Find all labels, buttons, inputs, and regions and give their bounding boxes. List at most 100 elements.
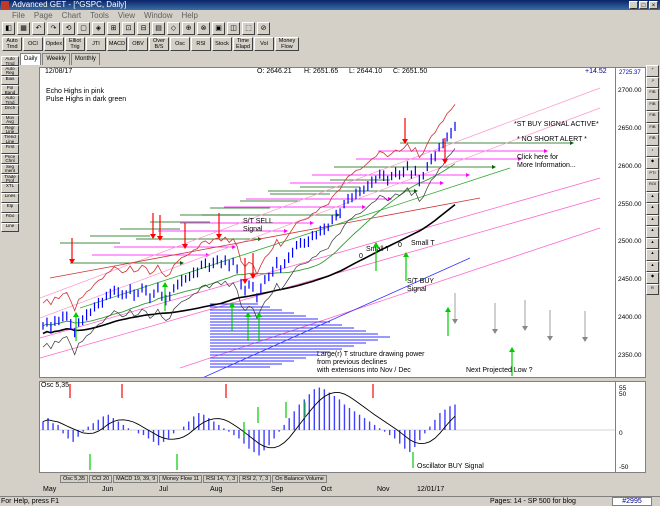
toolbar-icon-button[interactable]: ⊕ xyxy=(182,22,195,35)
small-t-label-2: Small T xyxy=(411,240,435,247)
down-arrow-head xyxy=(182,244,188,249)
right-tool-button[interactable]: ROI xyxy=(646,180,659,192)
left-tool-button[interactable]: First xyxy=(1,144,19,154)
study-button[interactable]: Stock xyxy=(212,37,232,51)
toolbar-icon-button[interactable]: ▦ xyxy=(17,22,30,35)
right-tool-button[interactable]: ▲ xyxy=(646,191,659,203)
right-tool-button[interactable]: FIB xyxy=(646,88,659,100)
toolbar-icon-button[interactable]: ▢ xyxy=(77,22,90,35)
toolbar-icon-button[interactable]: ⊡ xyxy=(122,22,135,35)
study-button[interactable]: OCI xyxy=(23,37,43,51)
indicator-tab[interactable]: MACD 19, 39, 9 xyxy=(113,475,159,483)
toolbar-icon-button[interactable]: ◫ xyxy=(227,22,240,35)
study-button[interactable]: JTI xyxy=(86,37,106,51)
left-tool-button[interactable]: Elp xyxy=(1,202,19,213)
right-tool-button[interactable]: ▲ xyxy=(646,203,659,215)
left-tool-button[interactable]: Auto Trnd xyxy=(1,95,19,105)
study-button[interactable]: Elliot Trig xyxy=(65,37,85,51)
menu-view[interactable]: View xyxy=(117,11,136,20)
menu-help[interactable]: Help xyxy=(181,11,198,20)
toolbar-icon-button[interactable]: ⊞ xyxy=(107,22,120,35)
study-button[interactable]: Opdex xyxy=(44,37,64,51)
tab-daily[interactable]: Daily xyxy=(20,53,42,65)
toolbar-icon-button[interactable]: ◧ xyxy=(2,22,15,35)
price-chart[interactable] xyxy=(39,67,616,378)
left-tool-button[interactable]: Auto Reg xyxy=(1,65,19,76)
right-tool-button[interactable]: ↗ xyxy=(646,76,659,88)
left-tool-button[interactable]: Dnch xyxy=(1,104,19,115)
right-tool-panel: + ↗ FIB FIB FIB FIB FIB • ◆ PTI ROI ▲ ▲ ▲ ▲ ▲ ▲ ▲ ◆ R xyxy=(646,65,660,315)
right-tool-button[interactable]: ◆ xyxy=(646,272,659,284)
left-tool-button[interactable]: Pol Band xyxy=(1,85,19,96)
toolbar-icon-button[interactable]: ▤ xyxy=(152,22,165,35)
right-tool-button[interactable]: FIB xyxy=(646,99,659,111)
toolbar-icon-button[interactable]: ⟲ xyxy=(62,22,75,35)
maximize-button[interactable]: □ xyxy=(639,1,648,9)
indicator-tab[interactable]: RSI 2, 7, 3 xyxy=(239,475,272,483)
left-tool-button[interactable]: Price Chnl xyxy=(1,153,19,164)
study-button[interactable]: Over B/S xyxy=(149,37,169,51)
left-tool-button[interactable]: Lines xyxy=(1,193,19,203)
close-button[interactable]: × xyxy=(649,1,658,9)
left-tool-button[interactable]: Mov Avg xyxy=(1,114,19,125)
right-tool-button[interactable]: • xyxy=(646,145,659,157)
left-tool-button[interactable]: Regr Line xyxy=(1,124,19,135)
left-tool-button[interactable]: Trade Prof xyxy=(1,173,19,184)
left-tool-button[interactable]: Seg ment xyxy=(1,163,19,174)
click-here-link[interactable]: Click here for xyxy=(517,154,559,161)
right-tool-button[interactable]: R xyxy=(646,283,659,295)
toolbar-icon-button[interactable]: ◈ xyxy=(92,22,105,35)
right-tool-button[interactable]: ▲ xyxy=(646,237,659,249)
right-tool-button[interactable]: ▲ xyxy=(646,260,659,272)
toolbar-icon-button[interactable]: ⊟ xyxy=(137,22,150,35)
minimize-button[interactable]: _ xyxy=(629,1,638,9)
toolbar-icon-button[interactable]: ◇ xyxy=(167,22,180,35)
toolbar-icon-button[interactable]: ⊘ xyxy=(257,22,270,35)
toolbar-icon-button[interactable]: ▣ xyxy=(212,22,225,35)
right-tool-button[interactable]: + xyxy=(646,65,659,77)
tab-monthly[interactable]: Monthly xyxy=(70,53,100,65)
study-button[interactable]: Auto Trnd xyxy=(2,37,22,51)
toolbar-icon-button[interactable]: ⊗ xyxy=(197,22,210,35)
indicator-tab[interactable]: On Balance Volume xyxy=(272,475,327,483)
menu-window[interactable]: Window xyxy=(144,11,173,20)
right-tool-button[interactable]: FIB xyxy=(646,111,659,123)
menu-tools[interactable]: Tools xyxy=(90,11,109,20)
indicator-tab[interactable]: Osc 5,35 xyxy=(60,475,89,483)
indicator-tab[interactable]: RSI 14, 7, 3 xyxy=(203,475,239,483)
toolbar-icon-button[interactable]: ↶ xyxy=(32,22,45,35)
toolbar-icon-button[interactable]: ↷ xyxy=(47,22,60,35)
right-tool-button[interactable]: FIB xyxy=(646,122,659,134)
month-label: Jun xyxy=(102,486,114,493)
indicator-tab[interactable]: Money Flow 11 xyxy=(159,475,203,483)
indicator-tab[interactable]: CCI 20 xyxy=(89,475,113,483)
lower-band-line xyxy=(42,148,456,356)
study-button[interactable]: MACD xyxy=(107,37,127,51)
left-tool-button[interactable]: Auto Trnd xyxy=(1,56,19,66)
oscillator-chart[interactable] xyxy=(39,381,616,473)
menu-page[interactable]: Page xyxy=(33,11,53,20)
right-tool-button[interactable]: ▲ xyxy=(646,226,659,238)
left-tool-button[interactable]: XTL xyxy=(1,183,19,194)
high-value: H: 2651.65 xyxy=(304,68,339,75)
right-tool-button[interactable]: ▲ xyxy=(646,249,659,261)
study-button[interactable]: RSI xyxy=(191,37,211,51)
menu-file[interactable]: File xyxy=(12,11,25,20)
left-tool-button[interactable]: Bias xyxy=(1,75,19,86)
right-tool-button[interactable]: ▲ xyxy=(646,214,659,226)
left-tool-button[interactable]: Line xyxy=(1,222,19,233)
tab-weekly[interactable]: Weekly xyxy=(42,53,70,65)
left-tool-button[interactable]: Fibo xyxy=(1,212,19,223)
left-tool-button[interactable]: Trend Line xyxy=(1,134,19,145)
right-tool-button[interactable]: ◆ xyxy=(646,157,659,169)
study-button[interactable]: Money Flow xyxy=(275,37,299,51)
right-tool-button[interactable]: FIB xyxy=(646,134,659,146)
study-button[interactable]: Osc xyxy=(170,37,190,51)
study-button[interactable]: Vol xyxy=(254,37,274,51)
toolbar-icon-button[interactable]: ⬚ xyxy=(242,22,255,35)
study-button[interactable]: Time Elapd xyxy=(233,37,253,51)
more-info-link[interactable]: More Information... xyxy=(517,162,576,169)
menu-chart[interactable]: Chart xyxy=(61,11,82,20)
right-tool-button[interactable]: PTI xyxy=(646,168,659,180)
study-button[interactable]: OBV xyxy=(128,37,148,51)
